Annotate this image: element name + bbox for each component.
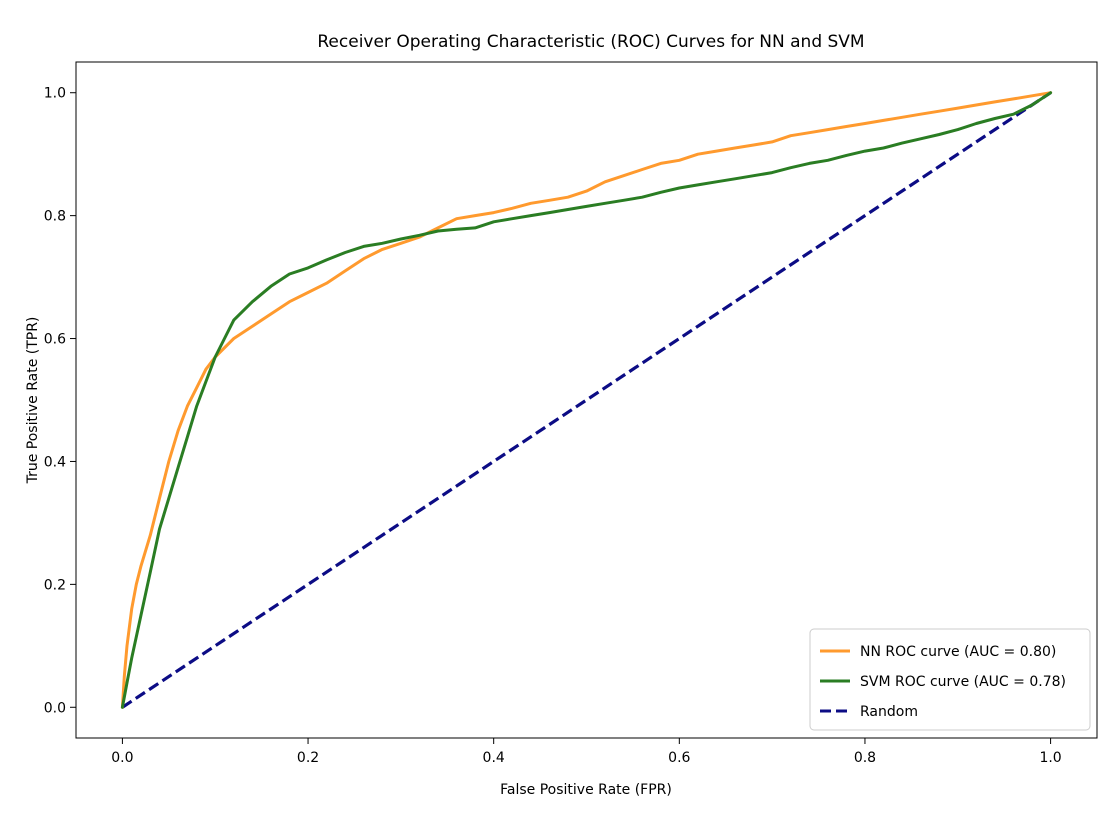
chart-title: Receiver Operating Characteristic (ROC) … xyxy=(317,32,864,52)
x-axis-label: False Positive Rate (FPR) xyxy=(500,782,672,798)
y-tick-label: 0.0 xyxy=(44,700,66,716)
x-tick-label: 0.6 xyxy=(668,750,690,766)
y-tick-label: 0.2 xyxy=(44,577,66,593)
legend: NN ROC curve (AUC = 0.80) SVM ROC curve (… xyxy=(809,628,1091,731)
legend-label-2: Random xyxy=(860,704,918,720)
x-axis: 0.0 0.2 0.4 0.6 0.8 1.0 xyxy=(111,738,1062,766)
legend-box xyxy=(809,628,1091,731)
y-axis-label: True Positive Rate (TPR) xyxy=(25,317,41,485)
y-axis: 0.0 0.2 0.4 0.6 0.8 1.0 xyxy=(44,86,76,716)
y-tick-label: 0.4 xyxy=(44,454,66,470)
plot-area xyxy=(75,61,1098,739)
legend-label-0: NN ROC curve (AUC = 0.80) xyxy=(860,644,1056,660)
x-tick-label: 0.0 xyxy=(111,750,133,766)
legend-label-1: SVM ROC curve (AUC = 0.78) xyxy=(860,674,1066,690)
x-tick-label: 0.2 xyxy=(297,750,319,766)
y-tick-label: 0.6 xyxy=(44,332,66,348)
x-tick-label: 0.4 xyxy=(483,750,505,766)
series-line-2 xyxy=(121,91,1052,709)
x-tick-label: 1.0 xyxy=(1039,750,1061,766)
series-line-1 xyxy=(120,91,1053,709)
y-tick-label: 1.0 xyxy=(44,86,66,102)
series-line-0 xyxy=(120,91,1053,709)
series-layer xyxy=(120,91,1053,709)
y-tick-label: 0.8 xyxy=(44,209,66,225)
axes-frame xyxy=(75,61,1098,739)
x-tick-label: 0.8 xyxy=(854,750,876,766)
